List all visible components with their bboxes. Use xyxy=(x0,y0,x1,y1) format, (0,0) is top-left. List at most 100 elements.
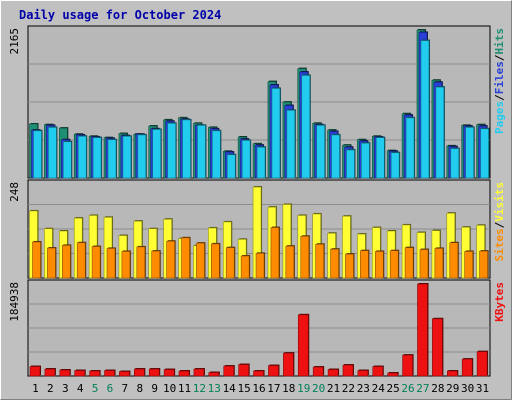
x-tick-label-day-23: 23 xyxy=(357,382,370,395)
bar-pages-day-28 xyxy=(435,86,445,179)
x-tick-label-day-9: 9 xyxy=(151,382,158,395)
y-max-label: 2165 xyxy=(8,28,21,55)
bar-kbytes-day-22 xyxy=(342,364,354,377)
bar-sites-day-3 xyxy=(62,245,71,279)
x-tick-label-day-18: 18 xyxy=(282,382,295,395)
legend-entry-files: Files xyxy=(493,61,506,94)
bar-sites-day-13 xyxy=(211,243,220,279)
legend-entry-sites: Sites xyxy=(493,228,506,261)
bar-pages-day-21 xyxy=(331,134,340,179)
bar-sites-day-5 xyxy=(91,246,101,279)
bar-pages-day-15 xyxy=(241,140,251,179)
bar-pages-day-1 xyxy=(33,130,42,179)
bar-sites-day-4 xyxy=(76,242,86,279)
bar-sites-day-18 xyxy=(285,245,295,279)
bar-kbytes-day-10 xyxy=(163,369,175,377)
bar-sites-day-2 xyxy=(47,247,56,279)
bar-pages-day-25 xyxy=(390,152,400,179)
x-tick-label-day-8: 8 xyxy=(136,382,143,395)
bar-kbytes-day-31 xyxy=(476,351,488,377)
x-tick-label-day-10: 10 xyxy=(163,382,176,395)
bar-pages-day-17 xyxy=(271,88,281,179)
bar-pages-day-3 xyxy=(63,141,72,179)
bar-kbytes-day-19 xyxy=(297,314,309,377)
bar-pages-day-31 xyxy=(480,128,489,179)
bar-sites-day-9 xyxy=(151,250,161,279)
bar-kbytes-day-21 xyxy=(327,369,339,377)
x-tick-label-day-26: 26 xyxy=(401,382,414,395)
bar-kbytes-day-8 xyxy=(134,368,145,377)
bar-sites-day-28 xyxy=(434,248,444,279)
bar-sites-day-14 xyxy=(225,247,235,279)
series-legend: Pages/Files/Hits xyxy=(493,28,506,134)
bar-kbytes-day-29 xyxy=(446,370,458,377)
bar-sites-day-16 xyxy=(255,253,265,279)
bar-sites-day-17 xyxy=(270,227,280,279)
x-tick-label-day-19: 19 xyxy=(297,382,310,395)
bar-pages-day-29 xyxy=(450,148,460,179)
visits-sites-panel: 248 Sites/Visits xyxy=(8,179,506,279)
bar-pages-day-9 xyxy=(152,129,162,179)
bar-kbytes-day-20 xyxy=(312,366,324,377)
bar-pages-day-13 xyxy=(212,130,221,179)
x-tick-label-day-13: 13 xyxy=(208,382,221,395)
bar-pages-day-4 xyxy=(77,136,87,179)
bar-sites-day-25 xyxy=(389,250,399,279)
bar-kbytes-day-2 xyxy=(44,368,56,377)
bar-pages-day-26 xyxy=(405,117,415,179)
bar-sites-day-1 xyxy=(32,241,41,279)
bar-sites-day-20 xyxy=(315,243,324,279)
bar-pages-day-27 xyxy=(420,40,430,179)
x-tick-label-day-31: 31 xyxy=(476,382,489,395)
bar-pages-day-2 xyxy=(48,127,57,179)
bar-pages-day-11 xyxy=(182,119,191,179)
bar-sites-day-7 xyxy=(121,251,131,279)
x-tick-label-day-22: 22 xyxy=(342,382,355,395)
x-tick-label-day-15: 15 xyxy=(237,382,250,395)
bar-sites-day-15 xyxy=(240,255,250,279)
bar-sites-day-19 xyxy=(300,236,310,279)
x-tick-label-day-14: 14 xyxy=(223,382,237,395)
bar-pages-day-6 xyxy=(107,139,117,179)
bar-sites-day-8 xyxy=(136,246,146,279)
bar-kbytes-day-15 xyxy=(238,364,249,377)
bar-kbytes-day-3 xyxy=(59,369,71,377)
bar-pages-day-19 xyxy=(301,75,311,179)
bar-sites-day-29 xyxy=(449,242,459,279)
legend-entry-visits: Visits xyxy=(493,182,506,222)
y-max-label: 248 xyxy=(8,182,21,202)
bar-pages-day-20 xyxy=(316,125,325,179)
bar-kbytes-day-1 xyxy=(29,366,41,377)
bar-kbytes-day-30 xyxy=(461,358,473,377)
x-tick-label-day-11: 11 xyxy=(178,382,191,395)
x-tick-label-day-24: 24 xyxy=(372,382,386,395)
bar-kbytes-day-23 xyxy=(357,370,369,377)
bar-pages-day-24 xyxy=(375,137,385,179)
bar-sites-day-26 xyxy=(404,247,414,279)
x-tick-label-day-7: 7 xyxy=(122,382,129,395)
bar-kbytes-day-11 xyxy=(178,370,190,377)
legend-separator: / xyxy=(493,221,506,228)
bar-kbytes-day-28 xyxy=(432,318,443,377)
x-tick-label-day-5: 5 xyxy=(92,382,99,395)
legend-entry-kbytes: KBytes xyxy=(493,282,506,322)
bar-sites-day-10 xyxy=(166,240,175,279)
day-axis: 1 2 3 4 5 6 7 8 9 10 11 12 13 14 15 16 17 18 19 20 21 22 23 24 2… xyxy=(32,382,489,395)
bar-pages-day-7 xyxy=(122,136,132,179)
bar-kbytes-day-16 xyxy=(253,370,264,377)
bar-kbytes-day-18 xyxy=(283,352,294,377)
bar-sites-day-24 xyxy=(374,251,384,279)
bar-pages-day-18 xyxy=(286,110,296,179)
x-tick-label-day-6: 6 xyxy=(107,382,114,395)
bar-pages-day-16 xyxy=(256,146,266,179)
bar-sites-day-12 xyxy=(196,242,205,279)
hits-files-pages-panel: 2165 Pages/Files/Hits xyxy=(8,25,506,179)
x-tick-label-day-2: 2 xyxy=(47,382,54,395)
bar-kbytes-day-27 xyxy=(417,283,428,377)
bar-kbytes-day-26 xyxy=(402,354,413,377)
bar-pages-day-12 xyxy=(197,125,206,179)
series-legend: Sites/Visits xyxy=(493,182,506,262)
bar-pages-day-30 xyxy=(465,127,474,179)
x-tick-label-day-30: 30 xyxy=(461,382,474,395)
